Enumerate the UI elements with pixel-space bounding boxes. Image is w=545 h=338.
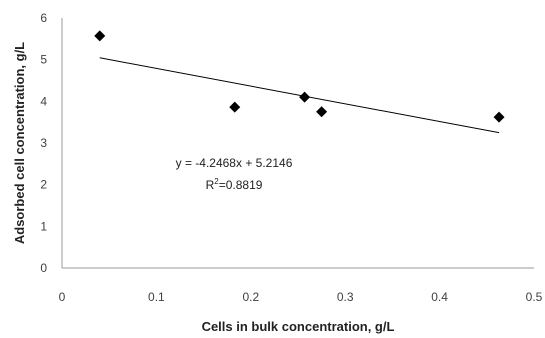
data-points [94,30,505,123]
y-tick-label: 1 [40,219,47,233]
data-point-diamond [94,30,106,42]
y-tick-label: 0 [40,261,47,275]
trendline [99,57,500,134]
y-tick-label: 5 [40,53,47,67]
x-tick-label: 0.2 [242,290,259,304]
y-tick-label: 2 [40,178,47,192]
data-point-diamond [299,91,311,103]
x-axis-title: Cells in bulk concentration, g/L [202,319,395,334]
data-point-diamond [493,111,505,123]
x-tick-label: 0.3 [337,290,354,304]
r-squared-prefix: R [206,178,215,192]
x-tick-labels: 0 0.1 0.2 0.3 0.4 0.5 [59,290,543,304]
x-tick-label: 0.1 [148,290,165,304]
r-squared-superscript: 2 [214,177,219,186]
y-tick-label: 6 [40,11,47,25]
x-tick-label: 0.4 [431,290,448,304]
x-tick-label: 0.5 [526,290,543,304]
data-point-diamond [229,101,241,113]
y-tick-label: 3 [40,136,47,150]
r-squared-value: =0.8819 [219,178,263,192]
y-axis-title: Adsorbed cell concentration, g/L [12,42,27,244]
trendline-equation: y = -4.2468x + 5.2146 [176,156,293,170]
trendline-r-squared: R2=0.8819 [206,177,263,192]
y-tick-labels: 0 1 2 3 4 5 6 [40,11,47,275]
y-tick-label: 4 [40,94,47,108]
x-tick-label: 0 [59,290,66,304]
data-point-diamond [316,106,328,118]
